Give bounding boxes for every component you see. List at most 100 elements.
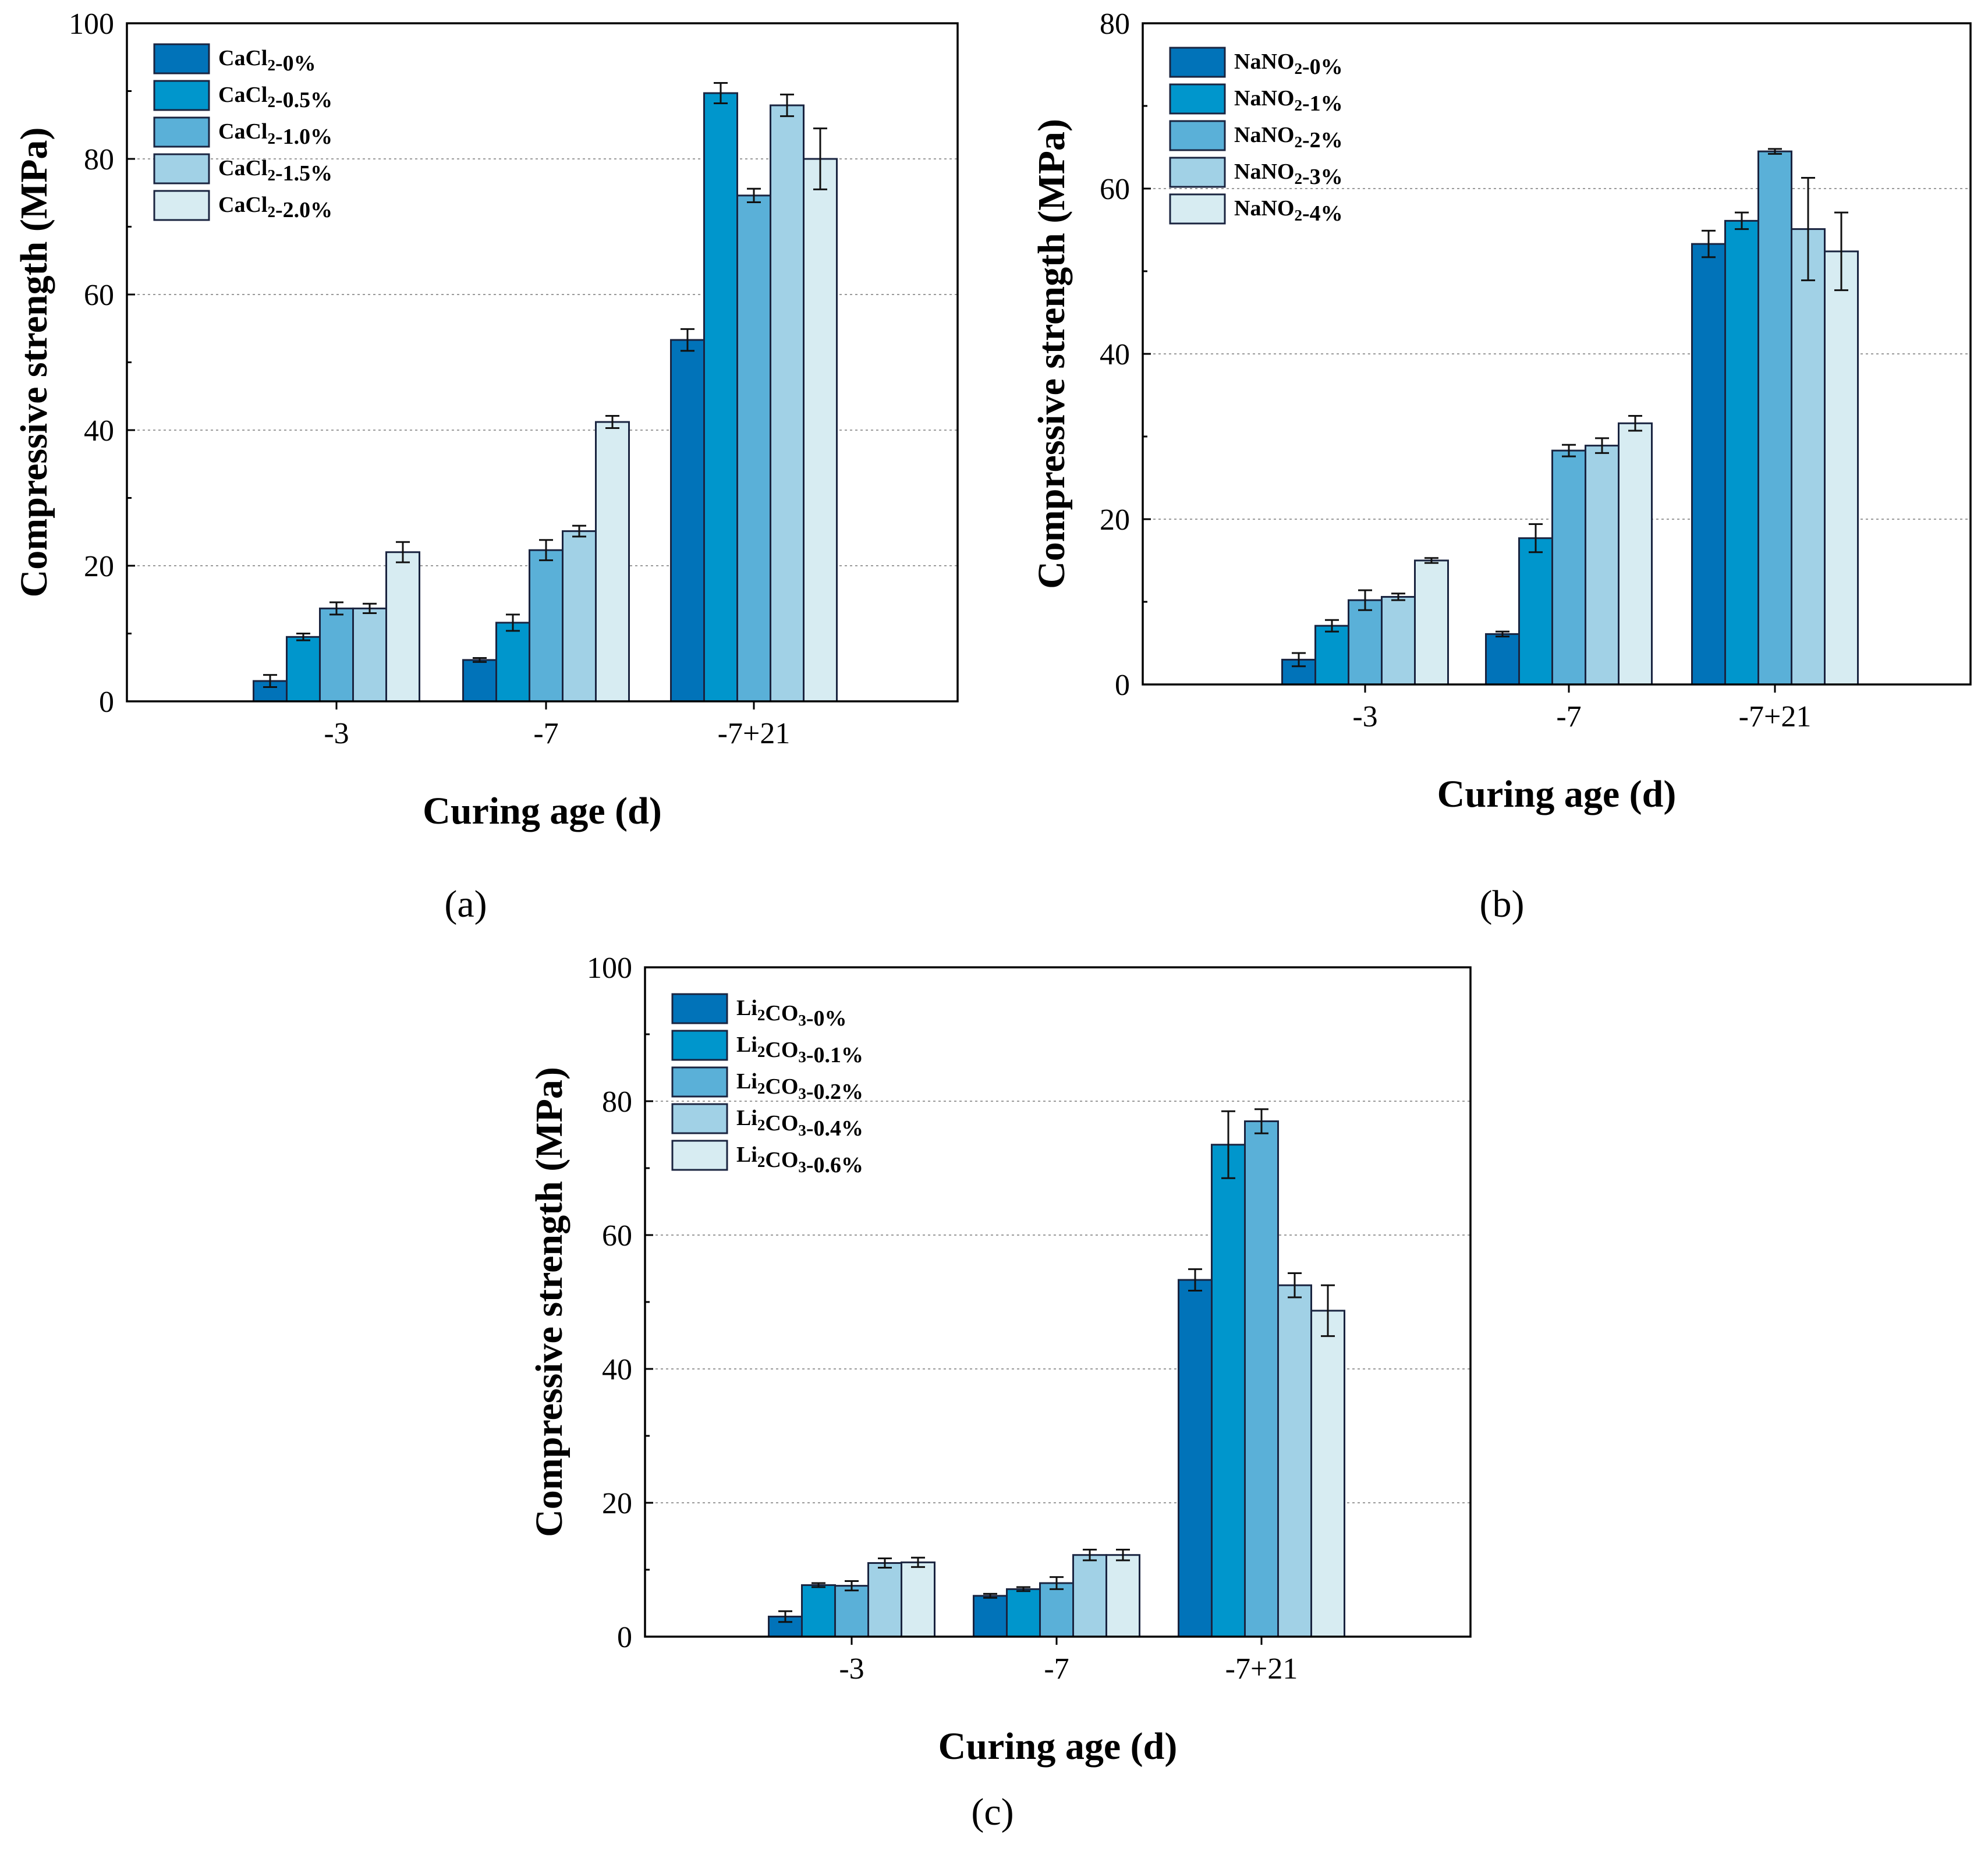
y-tick-label: 0 <box>617 1621 632 1654</box>
x-tick-label: -3 <box>839 1652 864 1686</box>
y-tick-label: 100 <box>69 8 114 41</box>
bar <box>770 104 805 703</box>
bar <box>529 549 564 703</box>
bar <box>1414 559 1449 686</box>
bar <box>1105 1554 1140 1638</box>
legend-swatch <box>153 190 210 221</box>
bar <box>1791 228 1826 686</box>
legend-swatch <box>671 1140 728 1171</box>
panel-label: (a) <box>444 883 487 925</box>
x-axis-title: Curing age (d) <box>1437 773 1677 815</box>
y-tick-label: 60 <box>602 1219 632 1253</box>
bar <box>462 659 497 703</box>
legend-label: NaNO2-3% <box>1234 159 1343 189</box>
bar <box>495 622 530 703</box>
bar <box>1006 1588 1041 1638</box>
y-tick-label: 80 <box>84 143 114 176</box>
legend-label: NaNO2-0% <box>1234 49 1343 79</box>
y-tick-label: 40 <box>602 1353 632 1386</box>
legend-swatch <box>1169 83 1226 115</box>
y-tick-label: 80 <box>602 1085 632 1119</box>
legend-swatch <box>153 153 210 185</box>
legend-label: NaNO2-1% <box>1234 86 1343 116</box>
bar <box>1551 449 1586 686</box>
x-tick-label: -7+21 <box>1225 1652 1298 1686</box>
bar <box>286 636 321 703</box>
legend-label: NaNO2-4% <box>1234 196 1343 226</box>
bar <box>1485 633 1520 686</box>
x-tick-label: -3 <box>324 717 349 750</box>
legend-swatch <box>1169 193 1226 225</box>
y-tick-label: 40 <box>1100 338 1130 371</box>
legend-swatch <box>153 116 210 148</box>
legend-swatch <box>1169 157 1226 188</box>
bar <box>901 1561 935 1638</box>
y-axis-title: Compressive strength (MPa) <box>1030 119 1073 589</box>
y-axis-title: Compressive strength (MPa) <box>13 127 55 598</box>
legend-label: CaCl2-2.0% <box>218 193 332 222</box>
bar <box>1310 1310 1345 1638</box>
bar <box>703 92 738 703</box>
y-tick-label: 20 <box>84 550 114 583</box>
bar <box>1724 219 1759 686</box>
bar <box>867 1562 902 1638</box>
legend-swatch <box>1169 47 1226 78</box>
bar <box>1618 422 1653 686</box>
legend-label: NaNO2-2% <box>1234 123 1343 152</box>
panel-label: (b) <box>1480 883 1525 925</box>
x-tick-label: -7+21 <box>1739 700 1812 733</box>
y-tick-label: 20 <box>1100 503 1130 537</box>
bar <box>834 1585 869 1638</box>
bar <box>1178 1279 1213 1638</box>
bar <box>1072 1554 1107 1638</box>
bar <box>319 607 354 703</box>
y-tick-label: 100 <box>587 952 632 985</box>
legend-swatch <box>671 1103 728 1134</box>
bar <box>1824 250 1859 686</box>
bar <box>1348 599 1383 686</box>
bar <box>670 339 705 703</box>
y-tick-label: 40 <box>84 414 114 448</box>
bar <box>562 530 597 703</box>
bar <box>1039 1582 1074 1638</box>
legend-swatch <box>153 80 210 111</box>
bar <box>352 607 387 703</box>
y-tick-label: 80 <box>1100 8 1130 41</box>
bar <box>1244 1120 1279 1638</box>
x-tick-label: -7 <box>533 717 558 750</box>
y-tick-label: 20 <box>602 1487 632 1520</box>
x-tick-label: -7 <box>1044 1652 1069 1686</box>
bar <box>973 1595 1008 1638</box>
legend-label: CaCl2-0.5% <box>218 83 332 112</box>
chart-panel-3: 0 20 40 60 80 100 -3 -7 -7+21 Curing age (d) Compr… <box>528 952 1472 1833</box>
legend-label: CaCl2-1.0% <box>218 119 332 149</box>
x-tick-label: -7 <box>1556 700 1581 733</box>
x-axis-title: Curing age (d) <box>423 790 662 832</box>
legend-label: CaCl2-0% <box>218 46 316 76</box>
legend-label: Li2CO3-0.1% <box>736 1033 863 1067</box>
legend-swatch <box>671 1066 728 1098</box>
y-tick-label: 0 <box>99 686 114 719</box>
x-axis-title: Curing age (d) <box>938 1725 1178 1768</box>
y-tick-label: 60 <box>84 279 114 312</box>
bar <box>1691 243 1726 686</box>
bar <box>1518 537 1553 686</box>
x-tick-label: -7+21 <box>718 717 791 750</box>
y-tick-label: 60 <box>1100 173 1130 206</box>
chart-panel-2: 0 20 40 60 80 -3 -7 -7+21 Curing age (d) Compress… <box>1030 8 1972 925</box>
bar <box>385 551 420 703</box>
x-tick-label: -3 <box>1352 700 1377 733</box>
legend-label: Li2CO3-0.4% <box>736 1106 863 1141</box>
legend-label: Li2CO3-0.6% <box>736 1143 863 1177</box>
legend-label: Li2CO3-0% <box>736 996 847 1031</box>
legend-label: CaCl2-1.5% <box>218 156 332 186</box>
legend-swatch <box>1169 120 1226 151</box>
legend-swatch <box>671 1030 728 1061</box>
bar <box>1381 595 1416 686</box>
bar <box>736 194 771 703</box>
bar <box>801 1584 836 1638</box>
legend-swatch <box>153 43 210 74</box>
bar <box>1757 150 1792 686</box>
plot-frame <box>644 966 1472 1638</box>
